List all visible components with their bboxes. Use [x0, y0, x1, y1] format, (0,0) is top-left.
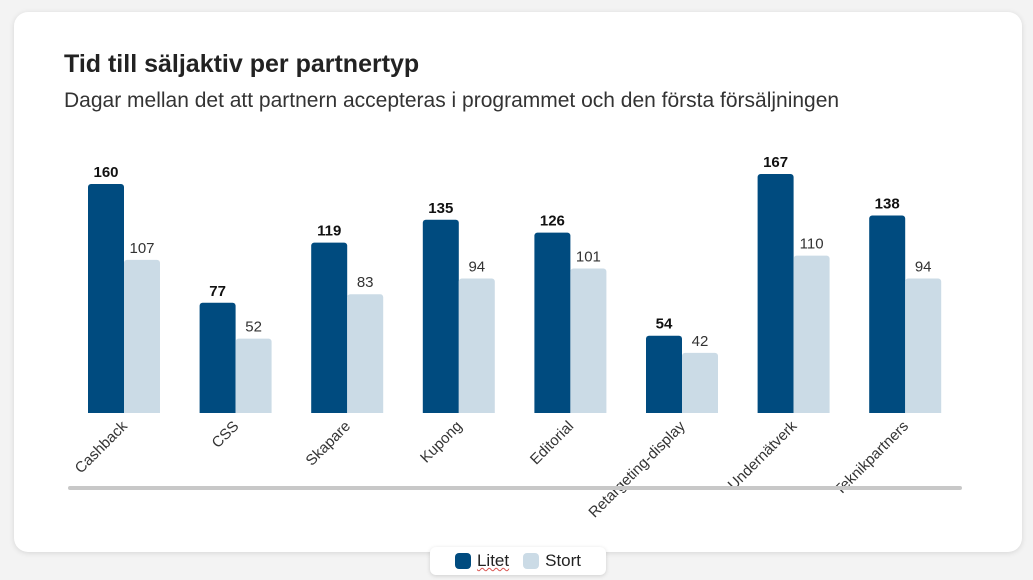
- bar-large-cashback[interactable]: [124, 259, 160, 416]
- data-label-large-teknikpartners: 94: [915, 258, 932, 275]
- bar-large-editorial[interactable]: [570, 268, 607, 416]
- chart-subtitle: Dagar mellan det att partnern accepteras…: [64, 89, 840, 112]
- data-label-small-css: 77: [209, 283, 226, 300]
- data-label-large-cashback: 107: [129, 240, 154, 257]
- bar-large-skapare[interactable]: [347, 294, 384, 416]
- chart-card: [14, 12, 1022, 552]
- data-label-small-retargeting-display: 54: [656, 316, 673, 333]
- category-label-undernätverk: Undernätverk: [725, 417, 801, 493]
- data-label-small-kupong: 135: [428, 200, 453, 217]
- bar-large-kupong[interactable]: [458, 278, 495, 416]
- legend-label-large: Stort: [545, 551, 582, 570]
- bar-small-editorial[interactable]: [534, 232, 571, 416]
- bar-small-kupong[interactable]: [422, 219, 459, 416]
- bar-small-undernätverk[interactable]: [757, 173, 794, 416]
- data-label-large-retargeting-display: 42: [692, 333, 709, 350]
- bar-small-css[interactable]: [199, 302, 236, 416]
- category-label-css: CSS: [209, 418, 243, 452]
- bar-small-teknikpartners[interactable]: [869, 215, 906, 416]
- bar-small-cashback[interactable]: [88, 184, 124, 416]
- data-label-large-skapare: 83: [357, 274, 374, 291]
- legend-label-small: Litet: [476, 551, 510, 570]
- bar-large-teknikpartners[interactable]: [905, 278, 942, 416]
- legend-swatch-large: [523, 553, 540, 569]
- category-label-skapare: Skapare: [302, 418, 354, 470]
- data-label-large-css: 52: [245, 319, 262, 336]
- data-label-large-undernätverk: 110: [800, 236, 824, 253]
- category-label-editorial: Editorial: [527, 418, 577, 468]
- category-label-cashback: Cashback: [72, 417, 132, 477]
- data-label-small-undernätverk: 167: [763, 154, 788, 171]
- legend-item-small[interactable]: Litet: [454, 551, 510, 571]
- baseline-mask: [60, 413, 960, 419]
- data-label-small-skapare: 119: [317, 223, 341, 240]
- bar-small-retargeting-display[interactable]: [646, 335, 682, 416]
- data-label-small-teknikpartners: 138: [875, 195, 900, 212]
- chart-title: Tid till säljaktiv per partnertyp: [64, 50, 420, 78]
- data-label-large-editorial: 101: [576, 248, 601, 265]
- data-label-small-editorial: 126: [540, 213, 565, 230]
- legend-item-large[interactable]: Stort: [523, 551, 581, 571]
- bar-large-undernätverk[interactable]: [793, 255, 830, 416]
- bar-large-css[interactable]: [235, 338, 272, 416]
- legend: Litet Stort: [430, 547, 606, 575]
- data-label-large-kupong: 94: [468, 258, 485, 275]
- category-label-retargeting-display: Retargeting-display: [585, 417, 689, 521]
- legend-swatch-small: [454, 553, 471, 569]
- bar-large-retargeting-display[interactable]: [682, 352, 718, 416]
- bar-small-skapare[interactable]: [311, 242, 348, 416]
- data-label-small-cashback: 160: [93, 164, 118, 181]
- category-label-kupong: Kupong: [417, 418, 466, 467]
